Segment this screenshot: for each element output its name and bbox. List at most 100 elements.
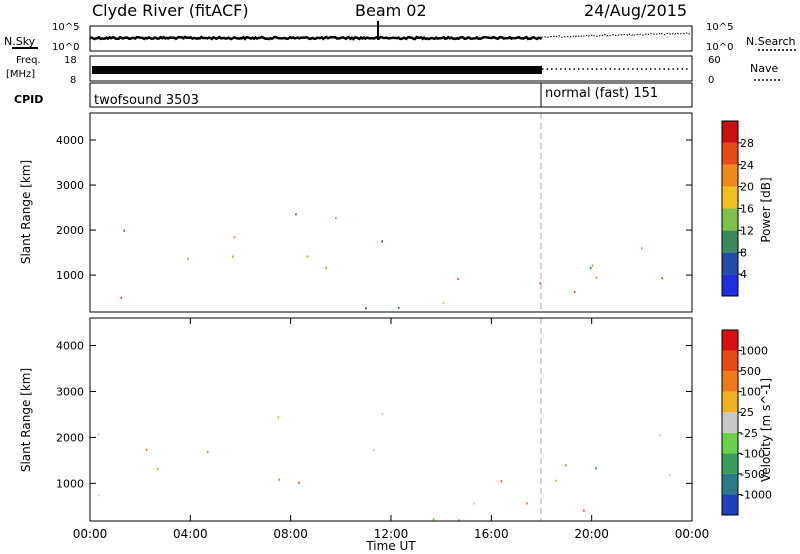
velocity-ylabel: Slant Range [km] xyxy=(19,368,33,472)
power-ytick-label: 1000 xyxy=(56,269,84,282)
velocity-cbar-swatch xyxy=(722,412,738,433)
power-cbar-tick: 16 xyxy=(740,203,754,216)
velocity-echo-mark xyxy=(277,416,280,419)
nsky-tick-bottom: 10^0 xyxy=(52,42,79,53)
power-panel: 1000 2000 3000 4000 Slant Range [km] 4 8 12 16… xyxy=(19,112,773,313)
freq-trace xyxy=(92,66,542,74)
velocity-echo-mark xyxy=(473,502,475,505)
power-echo-mark xyxy=(442,301,445,305)
power-echo-mark xyxy=(398,306,400,310)
velocity-cbar-swatch xyxy=(722,350,738,372)
velocity-echo-mark xyxy=(97,494,100,497)
velocity-ytick-label: 2000 xyxy=(56,431,84,444)
time-tick-label: 08:00 xyxy=(273,527,308,541)
power-echo-mark xyxy=(539,282,541,285)
freq-label: Freq. xyxy=(16,55,41,66)
power-ytick-label: 2000 xyxy=(56,224,84,237)
velocity-cbar-swatch xyxy=(722,494,738,515)
power-echo-mark xyxy=(123,229,125,232)
velocity-echo-mark xyxy=(298,481,300,484)
power-echo-mark xyxy=(381,240,383,243)
power-echo-mark xyxy=(335,216,337,219)
power-cbar-tick: 8 xyxy=(740,246,747,259)
power-cbar-swatch xyxy=(722,274,738,296)
power-echo-mark xyxy=(457,277,459,280)
velocity-cbar-tick: 500 xyxy=(740,365,761,378)
nsearch-trace xyxy=(541,32,693,38)
power-cbar-tick: 24 xyxy=(740,159,754,172)
velocity-cbar-tick: 25 xyxy=(740,406,754,419)
velocity-cbar-label: Velocity [m s^-1] xyxy=(759,378,773,482)
power-echo-mark xyxy=(232,255,234,258)
velocity-cbar-swatch xyxy=(722,391,738,413)
velocity-cbar-tick: -1000 xyxy=(740,488,772,501)
power-ytick-label: 3000 xyxy=(56,179,84,192)
velocity-cbar-swatch xyxy=(722,473,738,495)
power-cbar-tick: 20 xyxy=(740,181,754,194)
power-cbar-swatch xyxy=(722,142,738,165)
time-tick-label: 04:00 xyxy=(173,527,208,541)
power-ytick-label: 4000 xyxy=(56,134,84,147)
velocity-cbar-swatch xyxy=(722,432,738,454)
power-echo-mark xyxy=(661,277,663,280)
velocity-cbar-swatch xyxy=(722,330,738,351)
time-tick-label: 20:00 xyxy=(574,527,609,541)
power-echo-mark xyxy=(589,267,592,270)
velocity-echo-mark xyxy=(555,479,557,482)
power-echo-mark xyxy=(640,247,643,250)
velocity-ytick-label: 4000 xyxy=(56,340,84,353)
velocity-cbar-tick: -500 xyxy=(740,468,765,481)
beam-label: Beam 02 xyxy=(355,1,427,20)
velocity-cbar-tick: -100 xyxy=(740,447,765,460)
velocity-cbar-swatch xyxy=(722,371,738,392)
power-cbar-tick: 12 xyxy=(740,224,754,237)
power-cbar-swatch xyxy=(722,230,738,253)
time-tick-label: 12:00 xyxy=(374,527,409,541)
power-echo-mark xyxy=(365,307,367,310)
power-cbar-swatch xyxy=(722,186,738,209)
power-echo-mark xyxy=(187,257,189,260)
velocity-echo-mark xyxy=(583,509,585,512)
power-echo-mark xyxy=(306,255,309,258)
cpid-panel: CPID twofsound 3503 normal (fast) 151 xyxy=(14,82,693,108)
power-cbar-swatch xyxy=(722,252,738,275)
nsearch-tick-top: 10^5 xyxy=(706,22,733,33)
velocity-xlabel: Time UT xyxy=(365,539,416,553)
velocity-echo-mark xyxy=(526,502,528,505)
nave-label: Nave xyxy=(750,62,778,75)
nsky-panel: N.Sky 10^5 10^0 10^5 10^0 N.Search xyxy=(4,21,796,53)
velocity-echo-mark xyxy=(458,519,460,522)
velocity-echo-mark xyxy=(669,473,671,477)
velocity-ytick-label: 1000 xyxy=(56,477,84,490)
power-echo-mark xyxy=(591,264,594,267)
velocity-cbar-swatch xyxy=(722,453,738,474)
velocity-ytick-label: 3000 xyxy=(56,385,84,398)
nsky-tick-top: 10^5 xyxy=(52,22,79,33)
power-cbar-tick: 4 xyxy=(740,268,747,281)
power-echo-mark xyxy=(325,266,327,269)
power-echo-mark xyxy=(120,297,123,300)
velocity-cbar-tick: 1000 xyxy=(740,345,768,358)
nave-tick-top: 60 xyxy=(708,55,721,66)
power-cbar-swatch xyxy=(722,121,738,143)
freq-tick-top: 18 xyxy=(64,55,77,66)
nsky-trace xyxy=(89,35,543,41)
power-echo-mark xyxy=(233,236,236,239)
velocity-echo-mark xyxy=(278,478,281,481)
freq-panel: Freq. [MHz] 18 8 60 0 Nave xyxy=(6,55,782,86)
velocity-echo-mark xyxy=(97,433,100,436)
nave-tick-bottom: 0 xyxy=(708,75,714,86)
freq-unit-label: [MHz] xyxy=(6,69,35,80)
plot-title: Clyde River (fitACF) xyxy=(92,1,249,20)
velocity-cbar-tick: 100 xyxy=(740,386,761,399)
velocity-echo-mark xyxy=(659,434,661,437)
power-cbar-swatch xyxy=(722,164,738,187)
velocity-echo-mark xyxy=(145,448,148,451)
velocity-panel: 1000 2000 3000 4000 00:00 04:00 08:00 12:00 16:… xyxy=(19,317,773,553)
power-cbar-label: Power [dB] xyxy=(759,177,773,242)
power-cbar-swatch xyxy=(722,208,738,231)
velocity-echo-mark xyxy=(206,450,209,453)
velocity-echo-mark xyxy=(595,467,597,470)
cpid-segment-2: normal (fast) 151 xyxy=(545,86,658,101)
